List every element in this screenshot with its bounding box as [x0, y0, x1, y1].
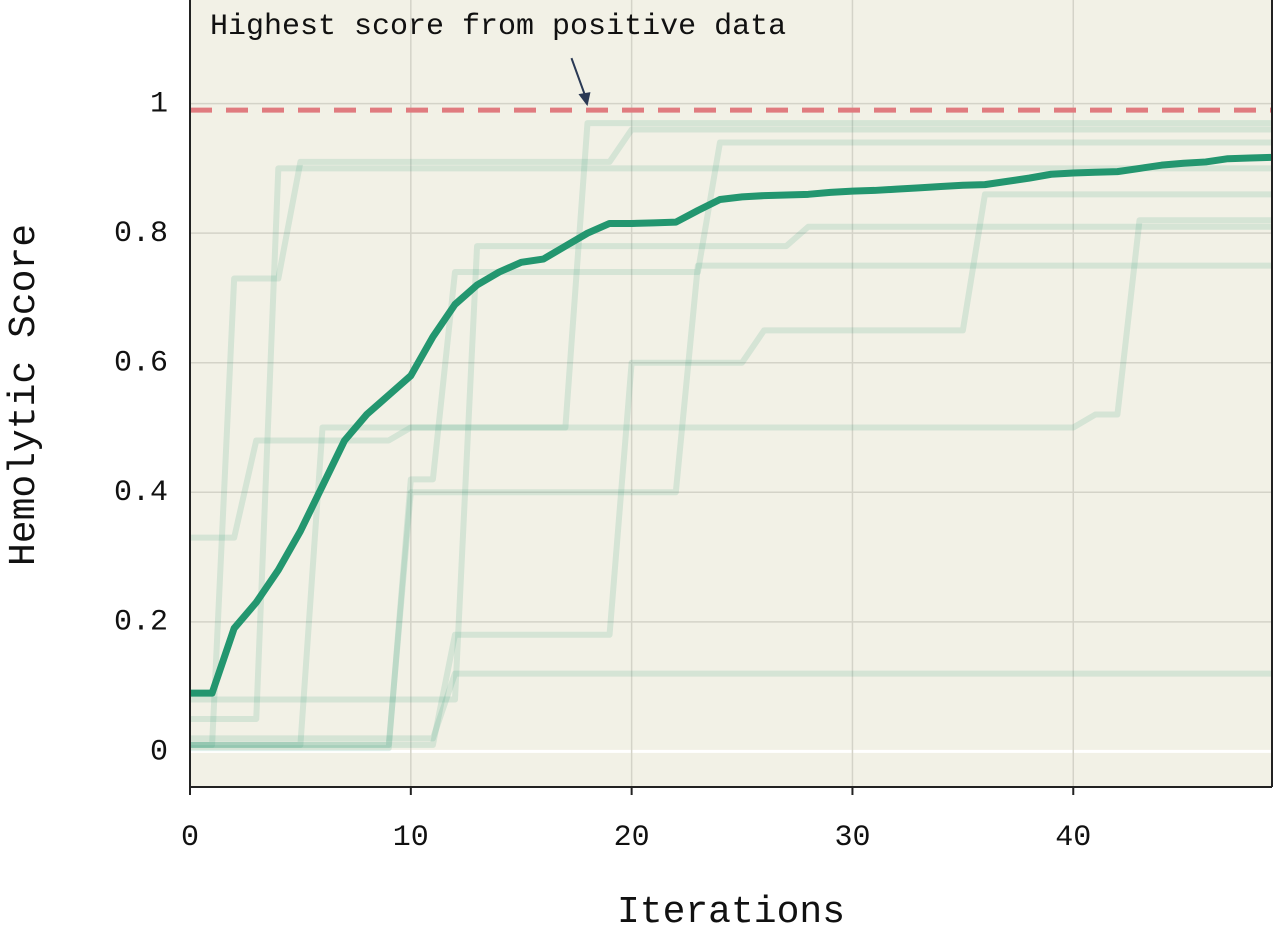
x-tick-label: 30	[834, 821, 870, 855]
x-tick-label: 40	[1055, 821, 1091, 855]
x-tick-label: 10	[393, 821, 429, 855]
trace-line	[190, 217, 1272, 541]
y-tick-label: 1	[150, 88, 168, 122]
x-axis-title: Iterations	[617, 891, 845, 932]
x-tick-label: 20	[614, 821, 650, 855]
mean-line	[190, 153, 1273, 697]
trace-line	[190, 262, 1272, 748]
trace-line	[190, 223, 1272, 703]
annotation: Highest score from positive data	[210, 10, 786, 44]
trace-line	[190, 191, 1272, 748]
x-tick-label: 0	[181, 821, 199, 855]
y-tick-label: 0.2	[114, 606, 168, 640]
y-tick-label: 0.8	[114, 217, 168, 251]
plot-background	[190, 0, 1273, 787]
annotation-arrowhead	[578, 92, 591, 107]
y-tick-label: 0.6	[114, 347, 168, 381]
y-tick-label: 0.4	[114, 476, 168, 510]
trace-line	[190, 126, 1272, 748]
trace-line	[190, 670, 1272, 742]
trace-line	[190, 139, 1272, 752]
trace-line	[190, 165, 1272, 722]
y-axis-title: Hemolytic Score	[3, 224, 46, 566]
trace-line	[190, 120, 1272, 748]
y-tick-label: 0	[150, 735, 168, 769]
